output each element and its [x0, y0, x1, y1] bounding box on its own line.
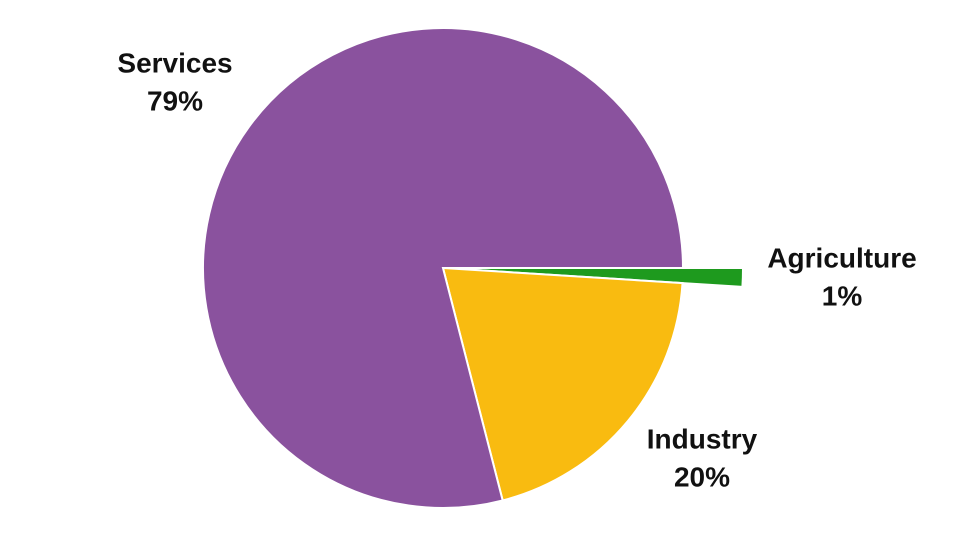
slice-label: Services [117, 47, 232, 78]
slice-value-label: 20% [674, 461, 730, 492]
slice-value-label: 79% [147, 85, 203, 116]
slice-label: Agriculture [767, 242, 916, 273]
pie-slice [202, 27, 685, 509]
slice-value-label: 1% [822, 280, 863, 311]
slice-label: Industry [647, 423, 758, 454]
pie-slice [441, 266, 684, 502]
